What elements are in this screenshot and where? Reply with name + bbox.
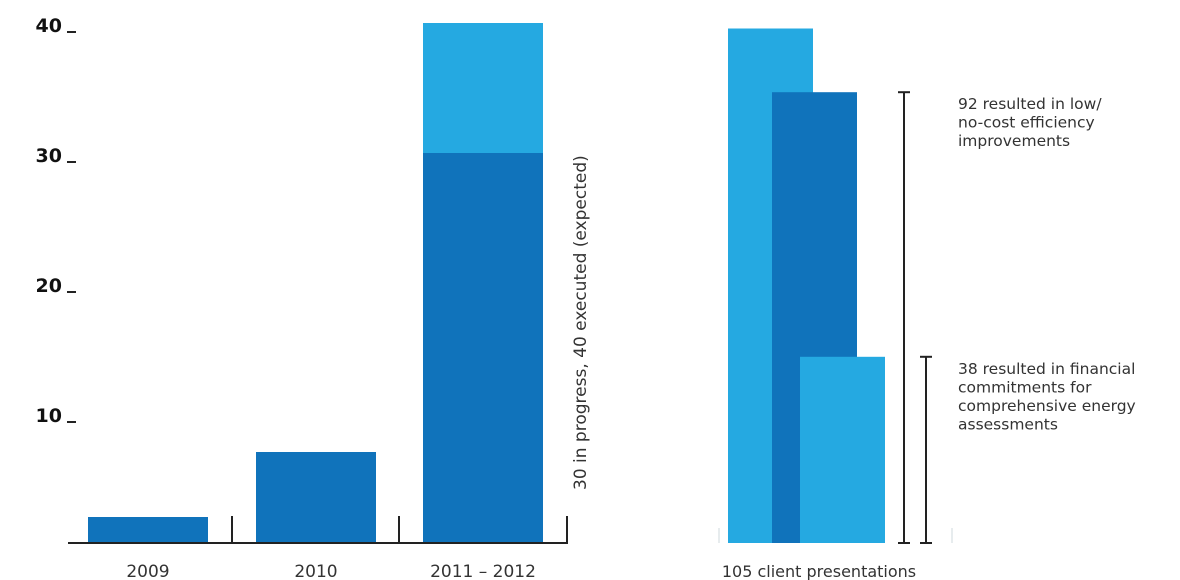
y-tick-label: 40 [36,15,62,37]
x-category-label: 2009 [126,562,169,580]
right-bar-chart: 92 resulted in low/no-cost efficiencyimp… [718,28,1136,580]
bar-annotation-label: 30 in progress, 40 executed (expected) [571,155,591,490]
x-category-label: 2010 [294,562,337,580]
left-bar-chart: 10 20 30 40 2009 2010 2011 – 2012 30 in progres… [36,15,591,580]
bar-0-segment-0 [88,517,208,543]
bracket-annotation-text: 38 resulted in financial [958,360,1135,378]
presentation-bar-2 [800,356,885,543]
bar-2-segment-0 [423,153,543,543]
y-tick-label: 30 [36,145,62,167]
y-tick-label: 20 [36,275,62,297]
bracket-annotation-text: no-cost efficiency [958,114,1095,132]
bracket-annotation-text: comprehensive energy [958,397,1136,415]
bracket-annotation-text: commitments for [958,378,1092,396]
bar-1-segment-0 [256,452,376,543]
bracket-annotation-text: improvements [958,132,1070,150]
y-tick-label: 10 [36,405,62,427]
x-category-label: 2011 – 2012 [430,562,536,580]
bar-2-segment-1 [423,23,543,153]
presentations-label: 105 client presentations [722,562,916,580]
bracket-annotation-text: assessments [958,415,1058,433]
bracket-annotation-text: 92 resulted in low/ [958,95,1102,113]
